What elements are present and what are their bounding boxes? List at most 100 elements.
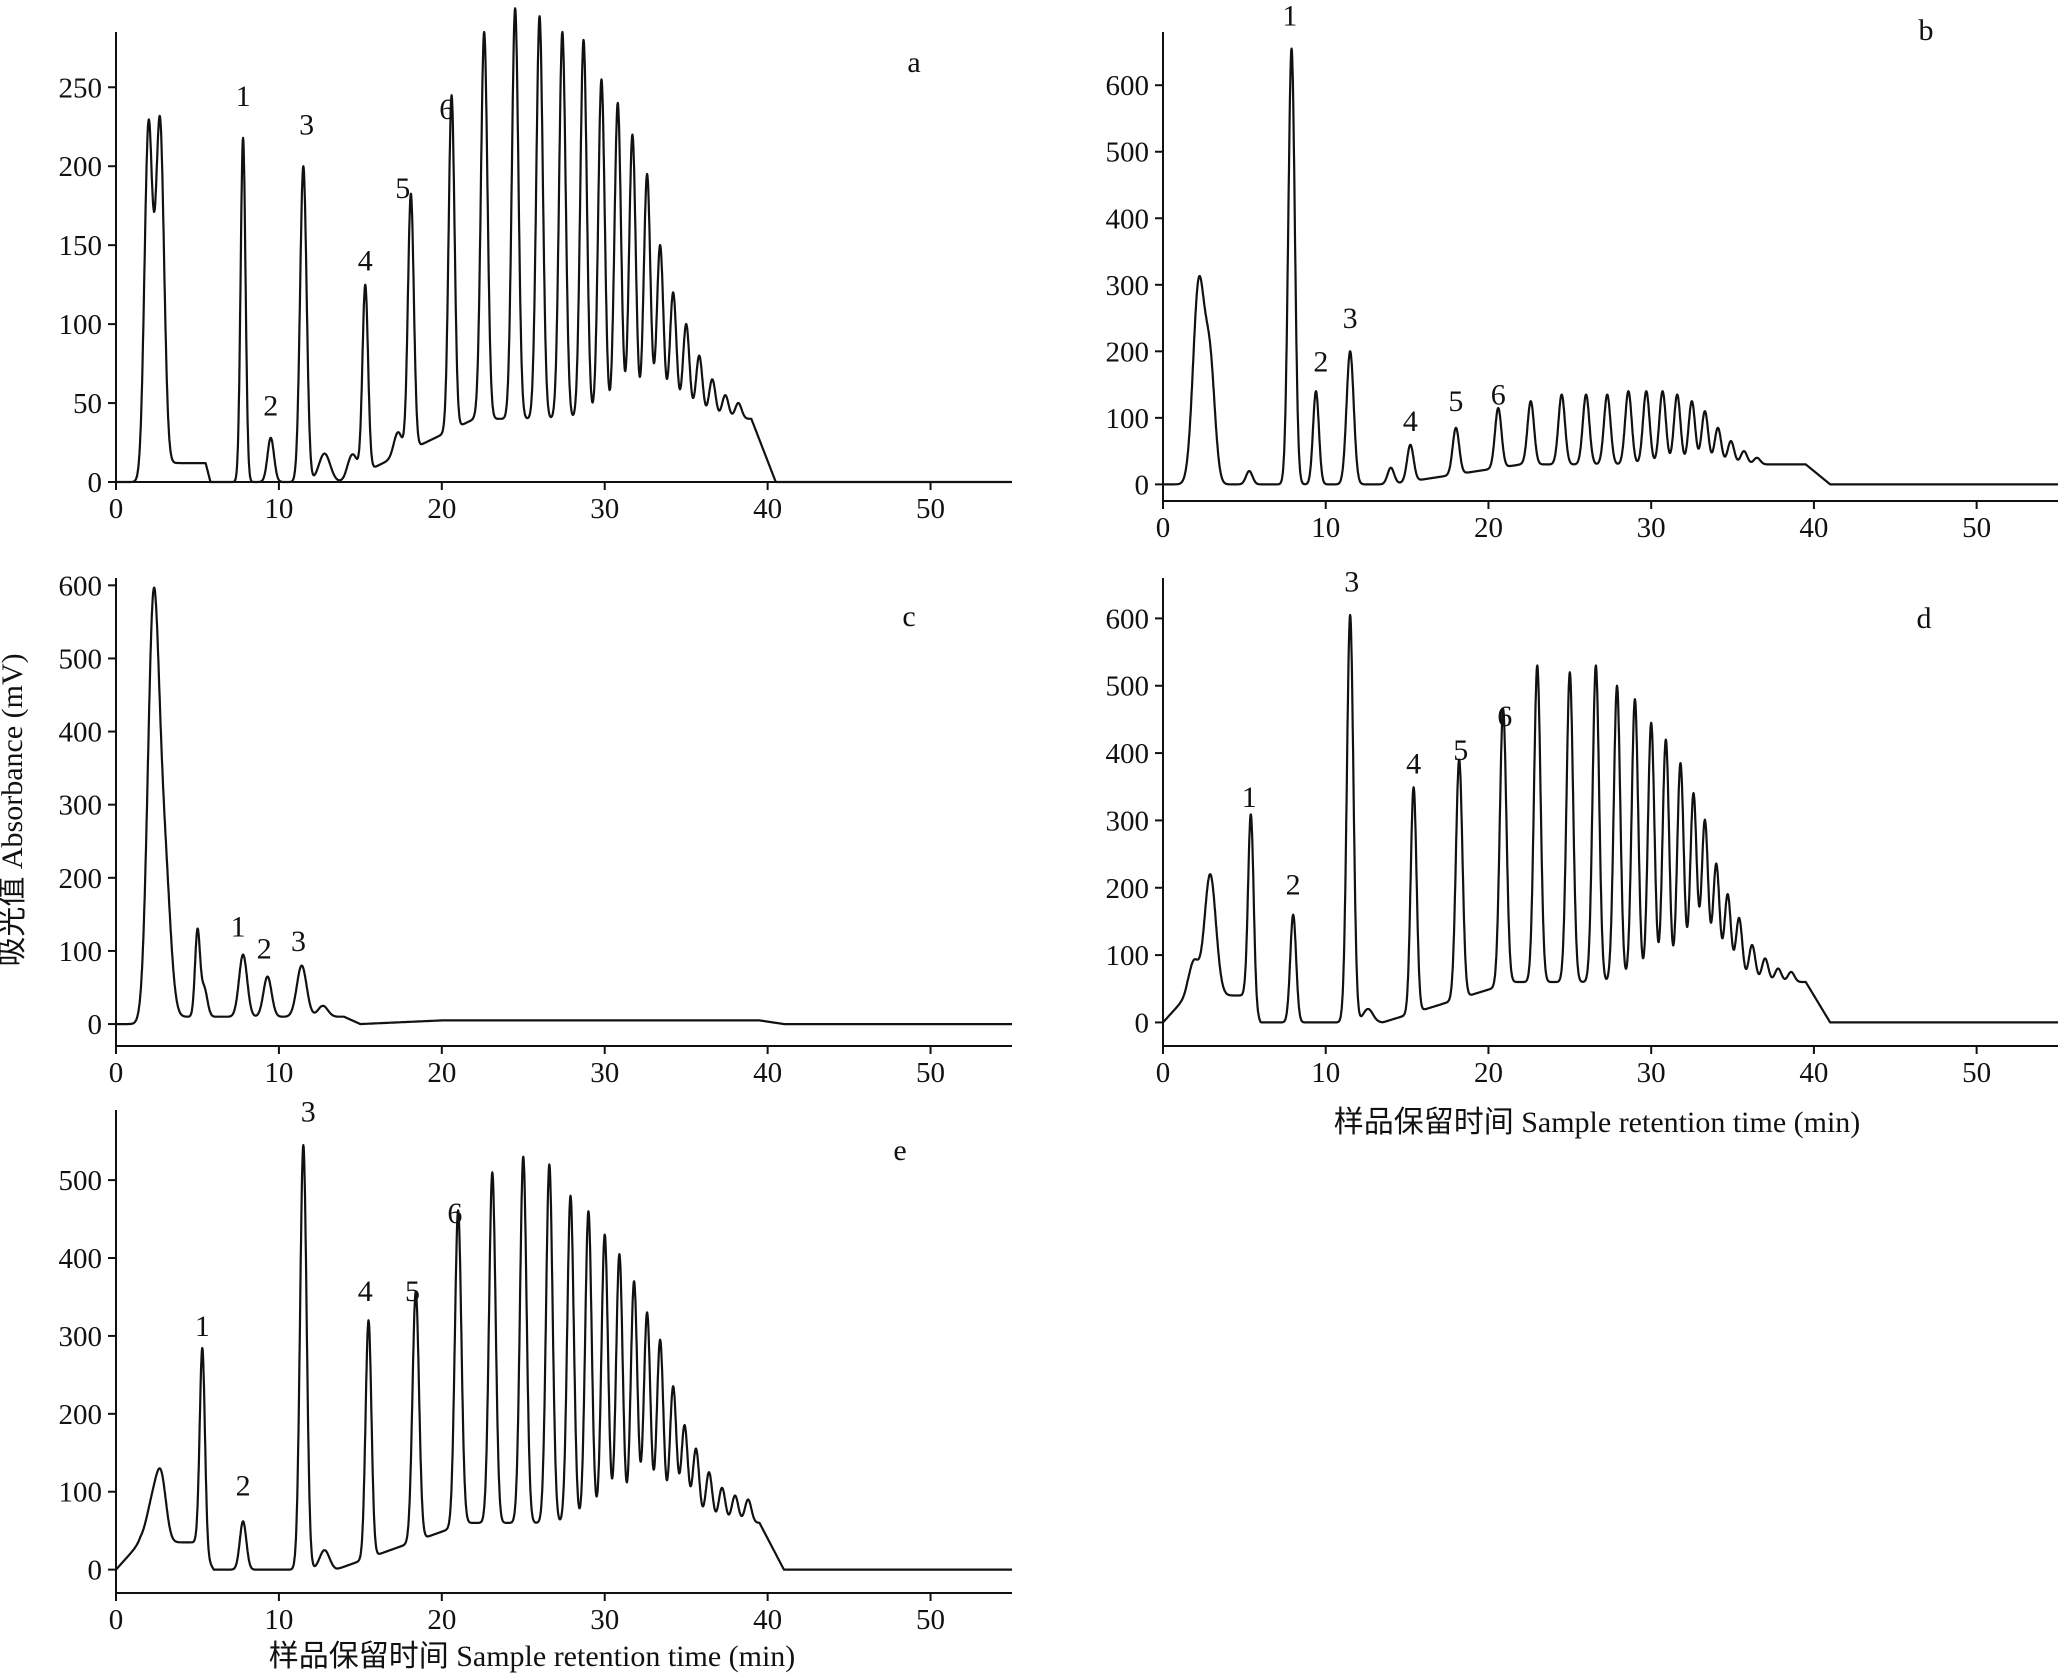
- y-tick-label-e-0: 0: [88, 1555, 103, 1587]
- peak-label-e-1: 1: [195, 1310, 210, 1343]
- x-tick-label-b-20: 20: [1474, 512, 1503, 544]
- peak-label-b-2: 2: [1313, 345, 1328, 378]
- trace-e: [115, 1143, 1013, 1571]
- x-tick-label-b-50: 50: [1962, 512, 1991, 544]
- y-tick-label-c-200: 200: [59, 863, 103, 895]
- y-tick-label-c-100: 100: [59, 936, 103, 968]
- x-axis-label-e: 样品保留时间 Sample retention time (min): [269, 1640, 796, 1673]
- y-tick-label-a-150: 150: [59, 230, 103, 262]
- x-tick-label-e-20: 20: [427, 1604, 456, 1636]
- x-tick-label-a-10: 10: [264, 493, 293, 525]
- peak-label-a-6: 6: [439, 93, 454, 126]
- peak-label-a-4: 4: [358, 244, 373, 277]
- x-axis-label-d: 样品保留时间 Sample retention time (min): [1334, 1106, 1861, 1139]
- x-tick-label-b-40: 40: [1799, 512, 1828, 544]
- peak-label-c-1: 1: [231, 910, 246, 943]
- x-tick-label-a-0: 0: [109, 493, 124, 525]
- x-tick-label-b-0: 0: [1156, 512, 1171, 544]
- y-tick-label-b-100: 100: [1106, 403, 1150, 435]
- x-tick-label-d-10: 10: [1311, 1057, 1340, 1089]
- x-tick-label-d-40: 40: [1799, 1057, 1828, 1089]
- peak-label-d-1: 1: [1242, 781, 1257, 814]
- panel-letter-a: a: [907, 46, 920, 79]
- x-tick-label-e-40: 40: [753, 1604, 782, 1636]
- peak-label-a-3: 3: [299, 109, 314, 142]
- panel-letter-e: e: [893, 1134, 906, 1167]
- y-tick-label-a-250: 250: [59, 72, 103, 104]
- y-tick-label-e-400: 400: [59, 1243, 103, 1275]
- y-tick-label-a-100: 100: [59, 309, 103, 341]
- y-tick-label-b-300: 300: [1106, 270, 1150, 302]
- panel-e: 0 100 200 300 400 500 0 10 20 30 40 50 1 2 3 4 5 6 e: [59, 1096, 1013, 1636]
- peak-label-b-5: 5: [1448, 385, 1463, 418]
- peak-label-a-1: 1: [236, 80, 251, 113]
- x-tick-label-d-50: 50: [1962, 1057, 1991, 1089]
- y-tick-label-c-400: 400: [59, 717, 103, 749]
- panel-letter-d: d: [1917, 602, 1932, 635]
- trace-d: [1162, 613, 2059, 1024]
- y-tick-label-c-600: 600: [59, 570, 103, 602]
- x-tick-label-d-30: 30: [1637, 1057, 1666, 1089]
- y-tick-label-d-600: 600: [1106, 603, 1150, 635]
- peak-label-d-3: 3: [1344, 565, 1359, 598]
- y-tick-label-e-200: 200: [59, 1399, 103, 1431]
- y-tick-label-e-500: 500: [59, 1165, 103, 1197]
- trace-a: [115, 7, 1013, 484]
- y-axis-label: 吸光值 Absorbance (mV): [0, 653, 29, 966]
- peak-label-d-2: 2: [1286, 868, 1301, 901]
- y-tick-label-d-500: 500: [1106, 671, 1150, 703]
- x-tick-label-b-10: 10: [1311, 512, 1340, 544]
- x-tick-label-d-20: 20: [1474, 1057, 1503, 1089]
- y-tick-label-b-0: 0: [1135, 469, 1150, 501]
- peak-label-e-6: 6: [447, 1197, 462, 1230]
- peak-label-a-2: 2: [263, 390, 278, 423]
- x-tick-label-c-0: 0: [109, 1057, 124, 1089]
- x-tick-label-c-40: 40: [753, 1057, 782, 1089]
- y-tick-label-d-200: 200: [1106, 873, 1150, 905]
- x-tick-label-b-30: 30: [1637, 512, 1666, 544]
- x-tick-label-a-20: 20: [427, 493, 456, 525]
- peak-label-b-4: 4: [1403, 405, 1418, 438]
- y-tick-label-a-200: 200: [59, 151, 103, 183]
- peak-label-a-5: 5: [395, 172, 410, 205]
- trace-b: [1162, 47, 2059, 486]
- x-tick-label-c-20: 20: [427, 1057, 456, 1089]
- peak-label-e-3: 3: [301, 1096, 316, 1129]
- peak-label-c-3: 3: [291, 925, 306, 958]
- y-tick-label-d-300: 300: [1106, 805, 1150, 837]
- y-tick-label-b-200: 200: [1106, 336, 1150, 368]
- panel-letter-c: c: [902, 600, 915, 633]
- y-tick-label-d-100: 100: [1106, 940, 1150, 972]
- y-tick-label-e-300: 300: [59, 1321, 103, 1353]
- panel-a: 0 50 100 150 200 250 0 10 20 30 40 50 1 2 3 4 5 6 a: [59, 7, 1013, 525]
- peak-label-e-4: 4: [358, 1275, 373, 1308]
- trace-c: [115, 586, 1013, 1026]
- x-tick-label-c-30: 30: [590, 1057, 619, 1089]
- x-tick-label-c-50: 50: [916, 1057, 945, 1089]
- peak-label-e-5: 5: [405, 1275, 420, 1308]
- y-tick-label-d-400: 400: [1106, 738, 1150, 770]
- x-tick-label-e-0: 0: [109, 1604, 124, 1636]
- y-tick-label-b-600: 600: [1106, 70, 1150, 102]
- peak-label-c-2: 2: [257, 932, 272, 965]
- y-tick-label-e-100: 100: [59, 1477, 103, 1509]
- y-tick-label-c-0: 0: [88, 1009, 103, 1041]
- panel-letter-b: b: [1919, 14, 1934, 47]
- x-tick-label-c-10: 10: [264, 1057, 293, 1089]
- y-tick-label-c-300: 300: [59, 790, 103, 822]
- x-tick-label-a-30: 30: [590, 493, 619, 525]
- panel-c: 0 100 200 300 400 500 600 0 10 20 30 40 50 12 3 c: [59, 570, 1013, 1089]
- x-tick-label-e-10: 10: [264, 1604, 293, 1636]
- peak-label-d-4: 4: [1406, 747, 1421, 780]
- peak-label-b-6: 6: [1491, 379, 1506, 412]
- peak-label-d-5: 5: [1453, 734, 1468, 767]
- y-tick-label-a-50: 50: [73, 388, 102, 420]
- x-tick-label-a-40: 40: [753, 493, 782, 525]
- peak-label-b-1: 1: [1282, 0, 1297, 32]
- panel-b: 0 100 200 300 400 500 600 0 10 20 30 40 50 1 23 45 6 b: [1106, 0, 2059, 544]
- x-tick-label-d-0: 0: [1156, 1057, 1171, 1089]
- y-tick-label-c-500: 500: [59, 643, 103, 675]
- peak-label-e-2: 2: [236, 1470, 251, 1503]
- y-tick-label-a-0: 0: [88, 467, 103, 499]
